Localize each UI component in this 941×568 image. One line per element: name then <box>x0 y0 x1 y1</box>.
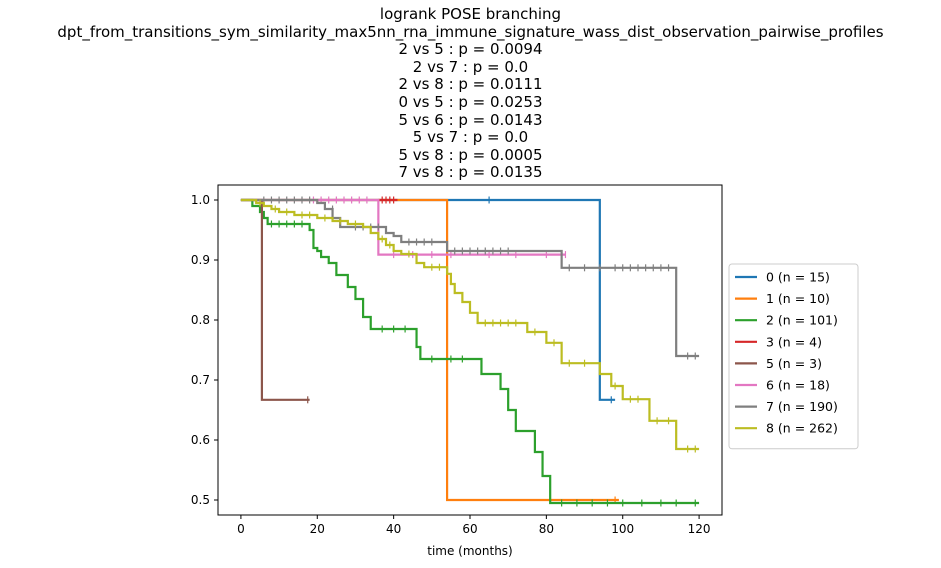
legend-entry-label: 1 (n = 10) <box>766 291 830 306</box>
title-line-8: 5 vs 8 : p = 0.0005 <box>398 145 543 164</box>
series-line-5 <box>240 198 566 256</box>
x-tick-label: 40 <box>386 522 401 536</box>
series-line-2 <box>240 198 700 505</box>
x-tick-label: 60 <box>462 522 477 536</box>
survival-curves <box>240 196 700 507</box>
legend-entry-label: 3 (n = 4) <box>766 334 822 349</box>
title-line-3: 2 vs 7 : p = 0.0 <box>412 57 529 76</box>
x-tick-label: 120 <box>688 522 711 536</box>
title-line-0: logrank POSE branching <box>379 5 562 23</box>
y-tick-label: 0.6 <box>191 433 210 447</box>
legend-entry-label: 8 (n = 262) <box>766 421 838 436</box>
title-line-2: 2 vs 5 : p = 0.0094 <box>398 40 543 59</box>
title-line-4: 2 vs 8 : p = 0.0111 <box>398 75 543 94</box>
y-tick-label: 1.0 <box>191 193 210 207</box>
legend: 0 (n = 15) 1 (n = 10) 2 (n = 101) 3 (n = 4)… <box>728 263 859 450</box>
legend-entry-label: 7 (n = 190) <box>766 399 838 414</box>
legend-entry-label: 5 (n = 3) <box>766 356 822 371</box>
x-tick-label: 0 <box>237 522 245 536</box>
chart-title: logrank POSE branching dpt_from_transiti… <box>0 5 941 182</box>
title-line-5: 0 vs 5 : p = 0.0253 <box>398 92 543 111</box>
axes: 0 20 40 60 80 100 120 0.5 0.6 0.7 0.8 0.9 1.0 <box>191 193 711 536</box>
title-line-7: 5 vs 7 : p = 0.0 <box>412 128 529 147</box>
x-tick-label: 100 <box>611 522 634 536</box>
legend-box <box>728 263 859 450</box>
title-line-6: 5 vs 6 : p = 0.0143 <box>398 110 543 129</box>
y-tick-label: 0.9 <box>191 253 210 267</box>
y-tick-label: 0.5 <box>191 493 210 507</box>
plot-frame <box>217 184 723 516</box>
x-axis-label: time (months) <box>427 544 513 558</box>
legend-entry-label: 6 (n = 18) <box>766 378 830 393</box>
series-line-7 <box>240 198 700 451</box>
title-line-1: dpt_from_transitions_sym_similarity_max5… <box>57 22 884 41</box>
x-tick-label: 80 <box>539 522 554 536</box>
x-tick-label: 20 <box>310 522 325 536</box>
legend-entry-label: 2 (n = 101) <box>766 313 838 328</box>
legend-entry-label: 0 (n = 15) <box>766 270 830 285</box>
series-line-6 <box>240 198 700 358</box>
y-tick-label: 0.7 <box>191 373 210 387</box>
series-line-4 <box>240 198 310 401</box>
title-line-9: 7 vs 8 : p = 0.0135 <box>398 163 543 182</box>
y-tick-label: 0.8 <box>191 313 210 327</box>
series-line-0 <box>240 198 616 401</box>
